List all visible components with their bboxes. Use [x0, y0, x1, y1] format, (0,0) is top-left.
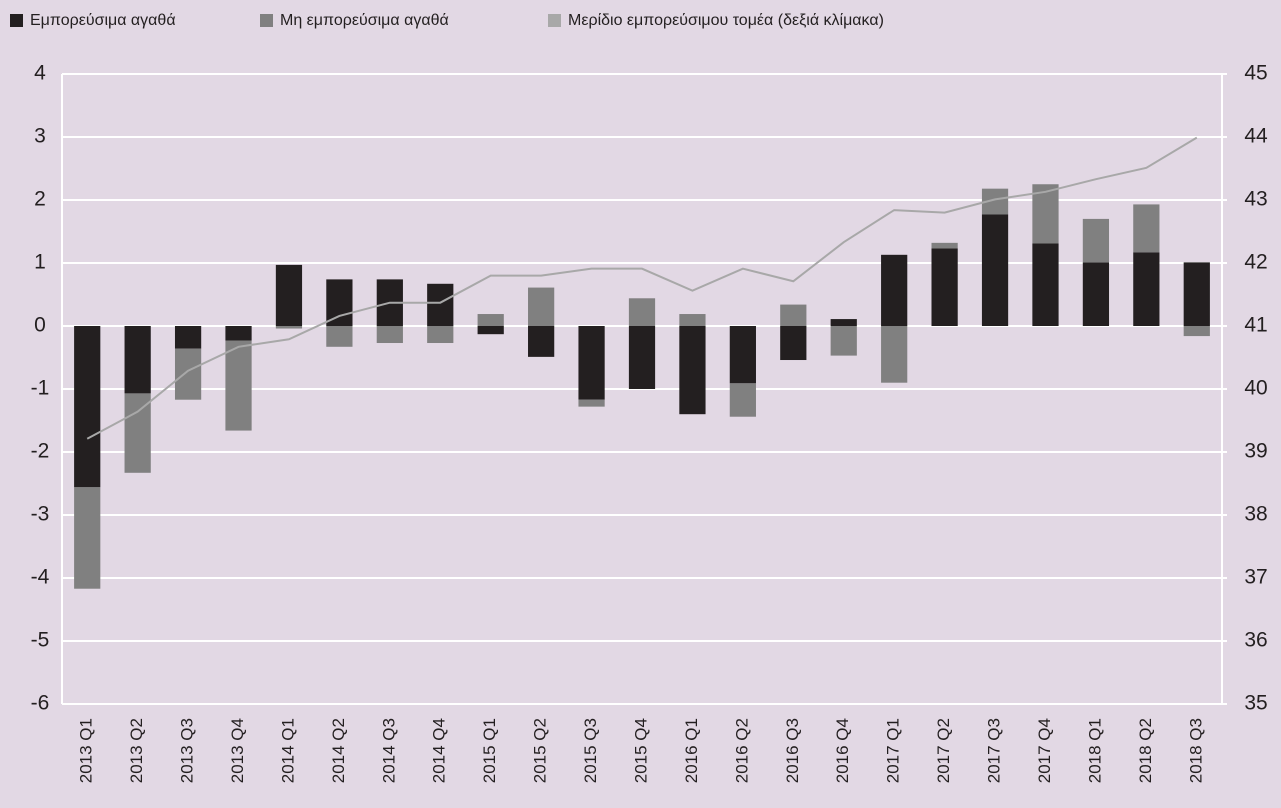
line: [86, 136, 1198, 440]
bar: [74, 326, 101, 488]
bar: [528, 287, 555, 326]
bar: [780, 304, 807, 326]
y2-tick-label: 42: [1244, 251, 1267, 274]
y-tick-label: 2: [34, 188, 46, 211]
legend-swatch: [260, 14, 273, 27]
x-tick-label: 2013 Q2: [127, 718, 146, 783]
bar: [225, 340, 252, 431]
x-tick-label: 2015 Q3: [581, 718, 600, 783]
bar: [427, 283, 454, 326]
bar: [477, 314, 504, 326]
bar: [1032, 243, 1059, 326]
bar: [729, 383, 756, 417]
bar: [225, 326, 252, 341]
bar: [1082, 218, 1110, 263]
bar: [1183, 326, 1210, 337]
x-tick-label: 2018 Q2: [1136, 718, 1155, 783]
y2-tick-label: 41: [1244, 314, 1267, 337]
x-tick-label: 2014 Q1: [278, 718, 297, 783]
bar: [981, 214, 1009, 326]
bar: [1133, 252, 1160, 326]
bar: [780, 326, 807, 361]
x-tick-label: 2017 Q3: [985, 718, 1004, 783]
bar: [427, 326, 454, 344]
x-tick-label: 2016 Q3: [783, 718, 802, 783]
y2-tick-label: 36: [1244, 629, 1267, 652]
bar: [578, 326, 605, 400]
bar: [174, 348, 202, 400]
y2-tick-label: 44: [1244, 125, 1268, 148]
bar: [830, 326, 857, 356]
y-tick-label: -6: [31, 692, 50, 715]
x-tick-label: 2017 Q1: [884, 718, 903, 783]
bar: [174, 326, 202, 349]
x-tick-label: 2016 Q2: [732, 718, 751, 783]
x-tick-label: 2014 Q4: [430, 718, 449, 783]
x-tick-label: 2014 Q3: [379, 718, 398, 783]
bar: [830, 319, 857, 326]
x-tick-label: 2013 Q1: [77, 718, 96, 783]
y-tick-label: -4: [31, 566, 50, 589]
x-tick-label: 2017 Q4: [1035, 718, 1054, 783]
bar: [881, 254, 908, 326]
y-tick-label: 1: [34, 251, 46, 274]
bar: [628, 326, 656, 389]
bar: [275, 264, 303, 326]
bar: [326, 279, 353, 326]
x-tick-label: 2018 Q1: [1085, 718, 1104, 783]
bar: [931, 248, 958, 326]
y-tick-label: 0: [34, 314, 46, 337]
bar: [376, 326, 403, 344]
y2-tick-label: 35: [1244, 692, 1267, 715]
legend-swatch: [548, 14, 561, 27]
x-tick-label: 2015 Q4: [631, 718, 650, 783]
legend-label: Εμπορεύσιμα αγαθά: [30, 12, 176, 29]
bar: [1183, 262, 1210, 326]
y-tick-label: 3: [34, 125, 46, 148]
x-tick-label: 2015 Q1: [480, 718, 499, 783]
bar: [326, 326, 353, 347]
bar: [679, 314, 706, 326]
bar: [679, 326, 706, 415]
x-tick-label: 2016 Q1: [682, 718, 701, 783]
y2-tick-label: 39: [1244, 440, 1267, 463]
bar: [1133, 204, 1160, 253]
bar: [124, 326, 151, 394]
y-tick-label: -3: [31, 503, 50, 526]
y2-tick-label: 37: [1244, 566, 1267, 589]
legend-swatch: [10, 14, 23, 27]
legend-label: Μη εμπορεύσιμα αγαθά: [280, 12, 449, 29]
bar: [528, 326, 555, 357]
x-tick-label: 2016 Q4: [833, 718, 852, 783]
bar: [578, 399, 605, 407]
y2-tick-label: 43: [1244, 188, 1267, 211]
bar: [124, 393, 151, 473]
bar: [275, 326, 303, 329]
bar: [729, 326, 756, 384]
y-tick-label: 4: [34, 62, 46, 85]
bar: [74, 487, 101, 589]
y2-tick-label: 38: [1244, 503, 1267, 526]
bar: [477, 326, 504, 335]
y-tick-label: -5: [31, 629, 50, 652]
bar: [1082, 262, 1110, 326]
x-tick-label: 2018 Q3: [1186, 718, 1205, 783]
x-tick-label: 2017 Q2: [934, 718, 953, 783]
bar: [931, 242, 958, 249]
y-tick-label: -2: [31, 440, 50, 463]
y2-tick-label: 45: [1244, 62, 1267, 85]
x-tick-label: 2013 Q4: [228, 718, 247, 783]
y2-tick-label: 40: [1244, 377, 1267, 400]
x-tick-label: 2013 Q3: [178, 718, 197, 783]
bar: [628, 298, 656, 326]
legend-label: Μερίδιο εμπορεύσιμου τομέα (δεξιά κλίμακ…: [568, 12, 884, 29]
y-tick-label: -1: [31, 377, 50, 400]
x-tick-label: 2014 Q2: [329, 718, 348, 783]
bar: [881, 326, 908, 383]
x-tick-label: 2015 Q2: [531, 718, 550, 783]
